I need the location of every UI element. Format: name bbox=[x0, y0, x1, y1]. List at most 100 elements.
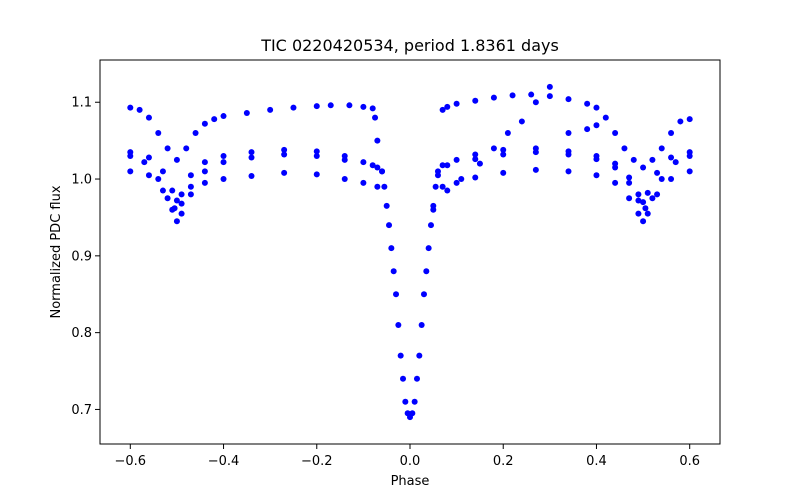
data-point bbox=[640, 164, 647, 171]
data-point bbox=[211, 116, 218, 123]
x-tick-label: 0.6 bbox=[679, 454, 700, 469]
data-point bbox=[686, 116, 693, 123]
data-point bbox=[668, 154, 675, 161]
data-point bbox=[201, 168, 208, 175]
data-point bbox=[490, 94, 497, 101]
data-point bbox=[472, 97, 479, 104]
data-point bbox=[668, 176, 675, 183]
data-point bbox=[444, 162, 451, 169]
x-tick-label: 0.0 bbox=[400, 454, 421, 469]
data-point bbox=[565, 96, 572, 103]
data-point bbox=[374, 137, 381, 144]
data-point bbox=[383, 202, 390, 209]
data-point bbox=[372, 114, 379, 121]
x-tick-label: 0.4 bbox=[586, 454, 607, 469]
data-point bbox=[395, 321, 402, 328]
data-point bbox=[453, 156, 460, 163]
data-point bbox=[127, 104, 134, 111]
y-tick-label: 1.0 bbox=[71, 173, 92, 188]
data-point bbox=[500, 151, 507, 158]
data-point bbox=[413, 375, 420, 382]
data-point bbox=[159, 187, 166, 194]
data-point bbox=[528, 91, 535, 98]
data-point bbox=[411, 398, 418, 405]
data-point bbox=[532, 166, 539, 173]
data-point bbox=[420, 291, 427, 298]
data-point bbox=[593, 153, 600, 159]
data-point bbox=[444, 187, 451, 194]
data-point bbox=[649, 156, 656, 163]
data-point bbox=[532, 99, 539, 106]
data-point bbox=[187, 191, 194, 198]
data-point bbox=[360, 179, 367, 186]
data-point bbox=[439, 106, 446, 113]
data-point bbox=[397, 352, 404, 359]
data-point bbox=[183, 145, 190, 152]
y-tick-label: 0.9 bbox=[71, 249, 92, 264]
data-point bbox=[612, 160, 619, 167]
data-point bbox=[565, 168, 572, 175]
data-point bbox=[584, 126, 591, 133]
data-point bbox=[369, 162, 376, 169]
x-tick-label: 0.2 bbox=[493, 454, 514, 469]
data-point bbox=[136, 106, 143, 113]
data-point bbox=[418, 321, 425, 328]
data-point bbox=[281, 151, 288, 158]
data-point bbox=[644, 210, 651, 217]
data-point bbox=[453, 179, 460, 186]
data-point bbox=[290, 104, 297, 111]
data-point bbox=[178, 210, 185, 217]
data-point bbox=[281, 146, 288, 153]
data-point bbox=[173, 156, 180, 163]
data-point bbox=[518, 118, 525, 125]
data-point bbox=[141, 159, 148, 166]
data-point bbox=[490, 145, 497, 152]
data-point bbox=[220, 159, 227, 166]
data-point bbox=[439, 162, 446, 169]
data-point bbox=[612, 129, 619, 136]
data-point bbox=[416, 352, 423, 359]
data-point bbox=[201, 120, 208, 127]
data-point bbox=[430, 206, 437, 213]
data-point bbox=[173, 197, 180, 204]
data-point bbox=[432, 183, 439, 190]
data-point bbox=[381, 183, 388, 190]
data-point bbox=[201, 179, 208, 186]
data-point bbox=[388, 245, 395, 252]
data-point bbox=[642, 205, 649, 212]
data-point bbox=[649, 195, 656, 202]
data-point bbox=[658, 176, 665, 183]
plot-area-frame bbox=[99, 59, 721, 445]
data-point bbox=[686, 168, 693, 175]
data-point bbox=[187, 183, 194, 190]
data-point bbox=[402, 398, 409, 405]
data-point bbox=[346, 102, 353, 109]
data-point bbox=[635, 210, 642, 217]
y-tick-label: 1.1 bbox=[71, 96, 92, 111]
data-point bbox=[626, 195, 633, 202]
data-point bbox=[145, 114, 152, 121]
data-point bbox=[164, 195, 171, 202]
data-point bbox=[220, 113, 227, 120]
data-point bbox=[458, 176, 465, 183]
data-point bbox=[390, 268, 397, 275]
data-point bbox=[630, 156, 637, 163]
data-point bbox=[593, 104, 600, 111]
data-point bbox=[173, 218, 180, 225]
data-point bbox=[281, 169, 288, 176]
data-point bbox=[593, 172, 600, 179]
x-axis: −0.6 −0.4 −0.2 0.0 0.2 0.4 0.6 bbox=[115, 444, 700, 469]
data-point bbox=[145, 154, 152, 161]
y-tick-label: 0.7 bbox=[71, 403, 92, 418]
data-point bbox=[546, 83, 553, 90]
data-point bbox=[640, 199, 647, 206]
data-point bbox=[439, 183, 446, 190]
data-point bbox=[500, 169, 507, 176]
data-point bbox=[644, 189, 651, 196]
data-point bbox=[374, 183, 381, 190]
data-point bbox=[672, 159, 679, 166]
data-point bbox=[169, 206, 176, 213]
data-point bbox=[178, 191, 185, 198]
data-point bbox=[472, 151, 479, 158]
data-point bbox=[313, 171, 320, 178]
